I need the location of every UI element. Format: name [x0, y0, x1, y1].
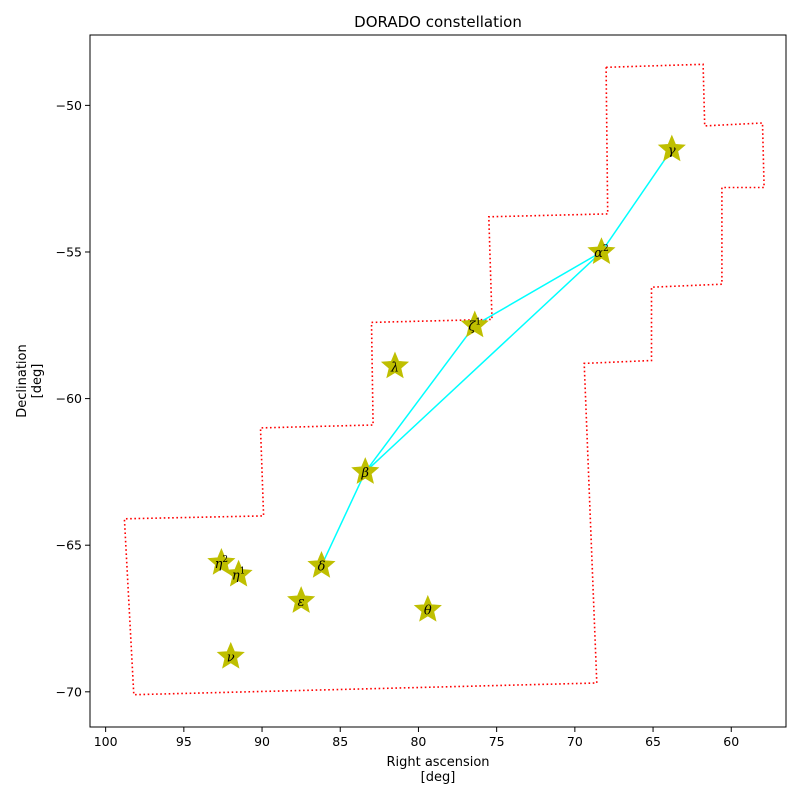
- y-axis-label-line2: [deg]: [30, 364, 45, 399]
- star-label-superscript: 2: [603, 244, 609, 254]
- star-icon: [587, 237, 616, 264]
- x-tick-label: 70: [567, 734, 583, 749]
- star-marker: η1: [224, 559, 253, 587]
- star-marker: ζ1: [460, 310, 489, 338]
- star-marker: β: [351, 457, 380, 484]
- star-label-superscript: 2: [222, 555, 228, 565]
- y-axis-ticks: −50 −55 −60 −65 −70: [56, 98, 90, 699]
- star-marker: ε: [287, 586, 316, 613]
- star-icon: [413, 594, 442, 622]
- x-tick-label: 100: [94, 734, 118, 749]
- constellation-line-0: [600, 148, 673, 253]
- star-label: ν: [227, 651, 235, 666]
- constellation-line-2: [364, 251, 602, 473]
- x-axis-ticks: 100 95 90 85 80 75 70 65 60: [94, 727, 739, 749]
- constellation-line-4: [320, 471, 366, 567]
- star-icon: [224, 559, 253, 587]
- chart-title: DORADO constellation: [354, 13, 522, 31]
- star-label: θ: [424, 604, 432, 619]
- star-icon: [351, 457, 380, 484]
- y-tick-label: −65: [56, 538, 82, 553]
- star-icon: [207, 548, 236, 575]
- star-label: δ: [318, 560, 326, 575]
- star-label: λ: [390, 360, 399, 375]
- star-label-superscript: 1: [475, 317, 481, 327]
- star-marker: δ: [307, 550, 336, 578]
- y-axis-label: Declination [deg]: [15, 344, 45, 418]
- x-tick-label: 90: [254, 734, 270, 749]
- star-marker: θ: [413, 594, 442, 622]
- constellation-boundary: [123, 63, 765, 696]
- plot-frame: [89, 34, 787, 728]
- x-tick-label: 80: [410, 734, 426, 749]
- constellation-line-1: [474, 251, 602, 326]
- plot-area: [90, 35, 786, 727]
- x-axis-label-line1: Right ascension: [386, 755, 489, 770]
- star-marker: α2: [587, 237, 616, 264]
- x-tick-label: 75: [489, 734, 505, 749]
- y-tick-label: −70: [56, 684, 82, 699]
- x-tick-label: 95: [176, 734, 192, 749]
- star-icon: [287, 586, 316, 613]
- constellation-lines-layer: [320, 148, 673, 567]
- star-icon: [307, 550, 336, 578]
- star-label: γ: [668, 143, 676, 158]
- x-tick-label: 60: [723, 734, 739, 749]
- y-axis-label-line1: Declination: [15, 344, 30, 418]
- star-label-superscript: 1: [240, 567, 246, 577]
- star-marker: ν: [216, 641, 245, 669]
- star-marker: λ: [380, 351, 410, 379]
- star-icon: [657, 134, 686, 162]
- star-icon: [216, 641, 245, 669]
- constellation-line-3: [364, 324, 476, 473]
- y-tick-label: −60: [56, 391, 82, 406]
- constellation-boundary-layer: [123, 63, 765, 696]
- star-label: β: [361, 466, 370, 481]
- x-axis-label-line2: [deg]: [421, 770, 456, 785]
- x-tick-label: 65: [645, 734, 661, 749]
- star-icon: [460, 310, 489, 338]
- star-marker: η2: [207, 548, 236, 575]
- star-label: ε: [298, 595, 305, 610]
- y-tick-label: −55: [56, 244, 82, 259]
- y-tick-label: −50: [56, 98, 82, 113]
- star-icon: [380, 351, 410, 379]
- star-marker: γ: [657, 134, 686, 162]
- x-tick-label: 85: [332, 734, 348, 749]
